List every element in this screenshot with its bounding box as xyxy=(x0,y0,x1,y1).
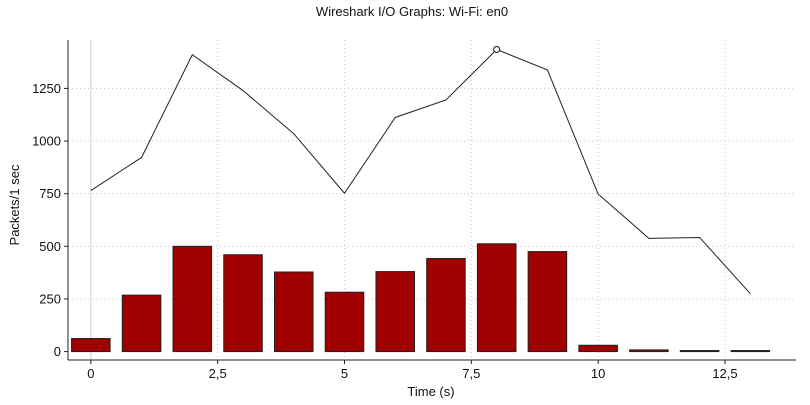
bars-layer xyxy=(71,243,771,353)
y-tick-label-5: 1250 xyxy=(32,81,61,96)
y-tick-label-2: 500 xyxy=(39,239,61,254)
x-axis-label: Time (s) xyxy=(407,384,454,399)
y-ticks-layer: 0 250 500 750 1000 1250 xyxy=(32,81,68,359)
bar-4 xyxy=(273,271,314,353)
bar-13 xyxy=(730,350,771,353)
x-tick-label-2: 5 xyxy=(341,366,348,381)
bar-5 xyxy=(324,291,365,353)
x-tick-label-5: 12,5 xyxy=(712,366,737,381)
bar-12 xyxy=(679,350,720,353)
bar-1 xyxy=(121,294,162,353)
axes-layer xyxy=(67,40,796,361)
y-tick-label-1: 250 xyxy=(39,291,61,306)
x-ticks-layer: 0 2,5 5 7,5 10 12,5 xyxy=(87,360,738,381)
y-axis-label: Packets/1 sec xyxy=(7,164,22,245)
bar-7 xyxy=(426,258,466,353)
bar-0 xyxy=(71,338,111,353)
x-tick-label-4: 10 xyxy=(591,366,605,381)
bar-9 xyxy=(527,251,568,353)
y-tick-label-3: 750 xyxy=(39,186,61,201)
selected-point-marker[interactable] xyxy=(493,45,501,54)
line-layer xyxy=(90,45,751,295)
x-tick-label-0: 0 xyxy=(87,366,94,381)
x-tick-label-3: 7,5 xyxy=(462,366,480,381)
bar-2 xyxy=(172,245,213,353)
bar-11 xyxy=(629,349,669,353)
bar-6 xyxy=(375,271,415,353)
line-series-path xyxy=(90,48,751,295)
y-tick-label-0: 0 xyxy=(54,344,61,359)
y-tick-label-4: 1000 xyxy=(32,134,61,149)
x-tick-label-1: 2,5 xyxy=(209,366,227,381)
bar-10 xyxy=(578,344,618,353)
chart-title: Wireshark I/O Graphs: Wi-Fi: en0 xyxy=(316,4,508,19)
bar-3 xyxy=(223,254,263,353)
bar-8 xyxy=(476,243,517,353)
